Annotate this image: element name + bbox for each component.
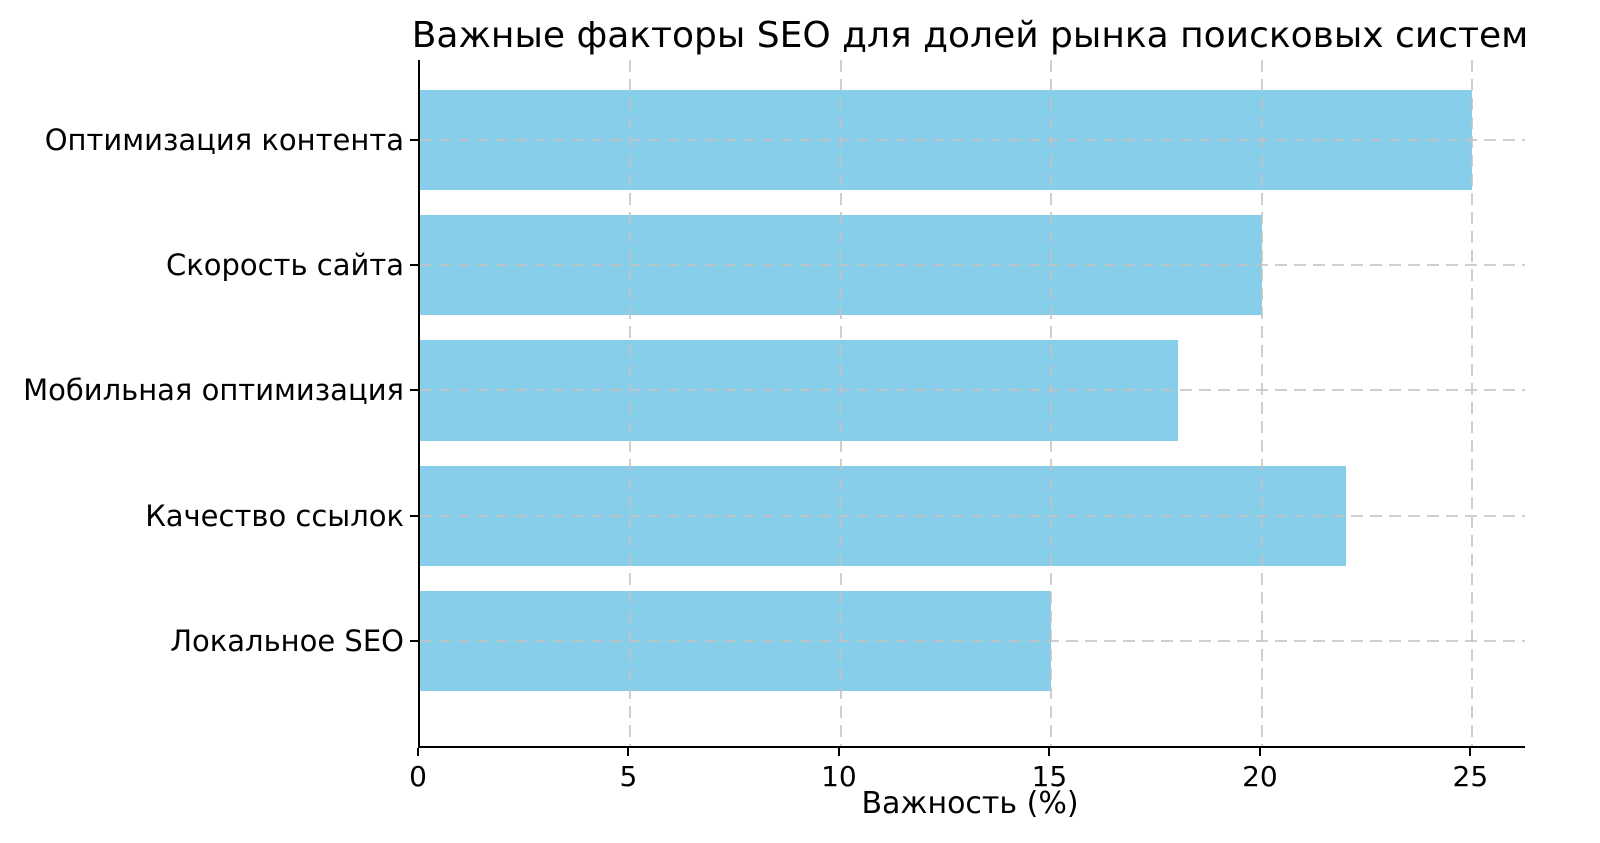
y-tick [410,389,418,392]
h-gridline [420,264,1525,267]
x-tick [417,748,419,756]
v-gridline [1471,60,1474,746]
h-gridline [420,139,1525,142]
v-gridline [839,60,842,746]
x-tick-label: 15 [1031,760,1068,793]
y-tick-label: Оптимизация контента [44,123,404,158]
v-gridline [629,60,632,746]
y-tick [410,639,418,642]
x-tick-label: 25 [1452,760,1489,793]
v-gridline [1050,60,1053,746]
x-tick-label: 20 [1242,760,1278,793]
x-tick-label: 5 [619,760,638,793]
y-tick-label: Локальное SEO [170,623,404,658]
x-tick [627,748,630,756]
y-tick [410,514,418,517]
x-axis-label: Важность (%) [861,786,1079,821]
h-gridline [420,639,1525,642]
chart-title: Важные факторы SEO для долей рынка поиск… [411,15,1529,56]
h-gridline [420,514,1525,517]
x-tick [1258,748,1261,756]
y-tick-label: Качество ссылок [145,498,404,533]
y-tick [410,264,418,267]
y-tick-label: Мобильная оптимизация [23,373,404,408]
v-gridline [1260,60,1263,746]
y-tick [410,139,418,142]
x-tick [1048,748,1051,756]
x-tick-label: 0 [409,760,427,793]
x-tick [837,748,840,756]
x-tick [1469,748,1472,756]
plot-area [418,60,1525,748]
y-tick-label: Скорость сайта [165,248,404,283]
x-tick-label: 10 [821,760,857,793]
h-gridline [420,389,1525,392]
